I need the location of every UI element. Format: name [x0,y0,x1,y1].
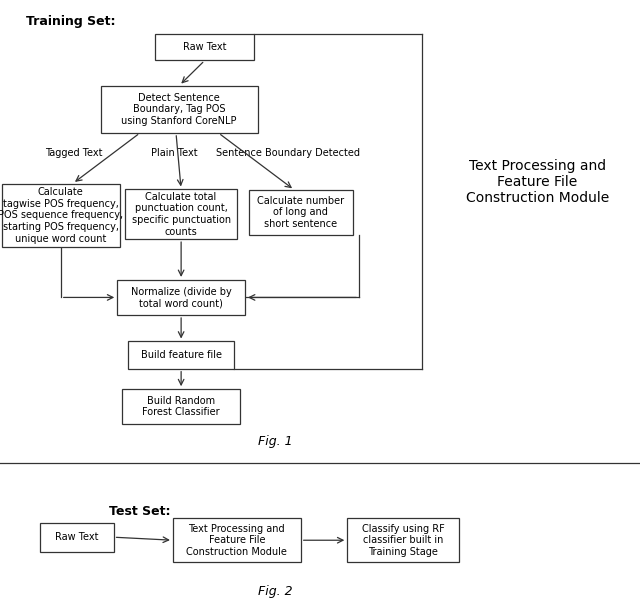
FancyBboxPatch shape [173,518,301,562]
Text: Build Random
Forest Classifier: Build Random Forest Classifier [142,396,220,418]
Text: Test Set:: Test Set: [109,504,170,518]
FancyBboxPatch shape [155,34,254,60]
FancyBboxPatch shape [122,389,240,424]
Text: Plain Text: Plain Text [151,148,197,158]
Text: Raw Text: Raw Text [55,532,99,542]
Text: Calculate
tagwise POS frequency,
POS sequence frequency,
starting POS frequency,: Calculate tagwise POS frequency, POS seq… [0,188,124,243]
FancyBboxPatch shape [101,86,258,133]
Text: Calculate number
of long and
short sentence: Calculate number of long and short sente… [257,196,344,229]
FancyBboxPatch shape [125,189,237,239]
Text: Detect Sentence
Boundary, Tag POS
using Stanford CoreNLP: Detect Sentence Boundary, Tag POS using … [122,93,237,126]
FancyBboxPatch shape [2,183,120,248]
FancyBboxPatch shape [347,518,460,562]
Text: Build feature file: Build feature file [141,350,221,360]
Text: Fig. 1: Fig. 1 [258,435,292,448]
FancyBboxPatch shape [117,280,245,315]
Text: Tagged Text: Tagged Text [45,148,102,158]
Text: Training Set:: Training Set: [26,15,115,28]
FancyBboxPatch shape [40,523,114,552]
Text: Fig. 2: Fig. 2 [258,585,292,599]
Text: Classify using RF
classifier built in
Training Stage: Classify using RF classifier built in Tr… [362,524,445,557]
FancyBboxPatch shape [128,342,234,369]
Text: Calculate total
punctuation count,
specific punctuation
counts: Calculate total punctuation count, speci… [132,192,230,237]
Text: Text Processing and
Feature File
Construction Module: Text Processing and Feature File Constru… [186,524,287,557]
Text: Text Processing and
Feature File
Construction Module: Text Processing and Feature File Constru… [466,159,609,205]
Text: Sentence Boundary Detected: Sentence Boundary Detected [216,148,360,158]
FancyBboxPatch shape [249,190,353,235]
Text: Normalize (divide by
total word count): Normalize (divide by total word count) [131,287,232,308]
Text: Raw Text: Raw Text [183,42,227,52]
